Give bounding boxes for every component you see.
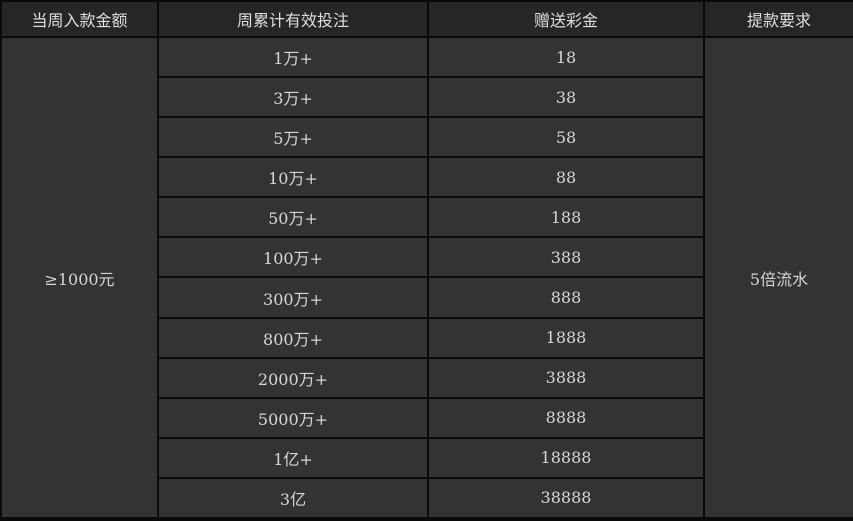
bonus-cell: 18888 — [427, 436, 705, 479]
table-row: 100万+ 388 — [1, 236, 853, 279]
bet-tier-cell: 5000万+ — [157, 396, 429, 439]
table-row: 50万+ 188 — [1, 196, 853, 239]
bet-tier-cell: 1万+ — [157, 35, 429, 79]
header-bonus: 赠送彩金 — [427, 0, 705, 38]
bonus-cell: 38 — [427, 76, 705, 119]
deposit-amount-cell: ≥1000元 — [0, 36, 159, 520]
bet-tier-cell: 300万+ — [157, 276, 429, 319]
table-row: 1亿+ 18888 — [1, 436, 853, 479]
table-row: 5000万+ 8888 — [1, 396, 853, 439]
table-row: 3亿 38888 — [1, 476, 853, 521]
withdrawal-requirement-cell: 5倍流水 — [703, 36, 853, 520]
bet-tier-cell: 10万+ — [157, 156, 429, 199]
bonus-cell: 188 — [427, 196, 705, 239]
table-row: 10万+ 88 — [1, 156, 853, 199]
bonus-cell: 8888 — [427, 396, 705, 439]
bonus-cell: 88 — [427, 156, 705, 199]
bet-tier-cell: 800万+ — [157, 316, 429, 359]
header-withdrawal-requirement: 提款要求 — [703, 0, 853, 38]
bonus-cell: 888 — [427, 276, 705, 319]
table-row: 5万+ 58 — [1, 116, 853, 159]
bonus-cell: 58 — [427, 116, 705, 159]
bonus-cell: 38888 — [427, 476, 705, 521]
table-row: ≥1000元 1万+ 18 5倍流水 — [0, 35, 853, 520]
bet-tier-cell: 1亿+ — [157, 436, 429, 479]
header-deposit-amount: 当周入款金额 — [0, 0, 159, 38]
bonus-cell: 1888 — [427, 316, 705, 359]
bet-tier-cell: 5万+ — [157, 116, 429, 159]
table-row: 800万+ 1888 — [1, 316, 853, 359]
table-row: 2000万+ 3888 — [1, 356, 853, 399]
bonus-cell: 18 — [427, 35, 705, 79]
bet-tier-cell: 3亿 — [157, 476, 429, 521]
bet-tier-cell: 3万+ — [157, 76, 429, 119]
bet-tier-cell: 100万+ — [157, 236, 429, 279]
bonus-cell: 388 — [427, 236, 705, 279]
table-row: 300万+ 888 — [1, 276, 853, 319]
bet-tier-cell: 50万+ — [157, 196, 429, 239]
table-row: 3万+ 38 — [1, 76, 853, 119]
header-weekly-valid-bets: 周累计有效投注 — [157, 0, 429, 38]
bonus-cell: 3888 — [427, 356, 705, 399]
table-header-row: 当周入款金额 周累计有效投注 赠送彩金 提款要求 — [0, 0, 853, 38]
bet-tier-cell: 2000万+ — [157, 356, 429, 399]
